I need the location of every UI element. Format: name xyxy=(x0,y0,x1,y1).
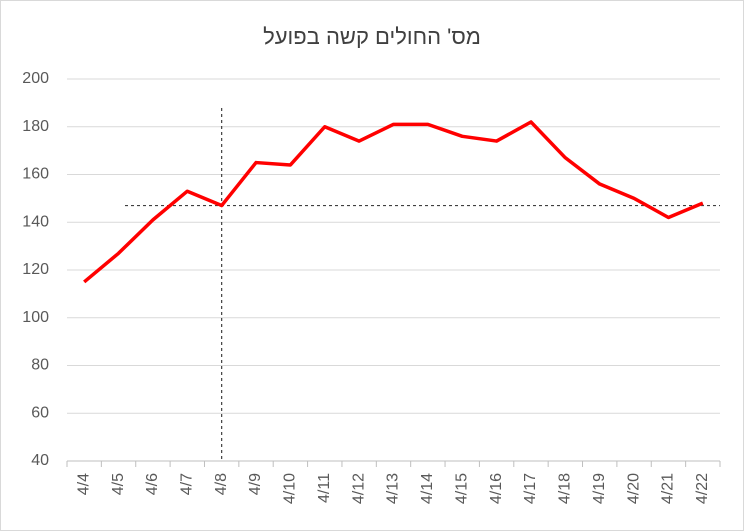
x-tick-label: 4/20 xyxy=(625,473,642,504)
y-tick-label: 40 xyxy=(31,452,49,469)
x-tick-label: 4/14 xyxy=(419,473,436,504)
x-tick-label: 4/11 xyxy=(316,473,333,503)
x-tick-label: 4/21 xyxy=(660,473,677,504)
x-tick-label: 4/6 xyxy=(144,473,161,495)
x-tick-label: 4/5 xyxy=(110,473,127,495)
x-tick-label: 4/9 xyxy=(247,473,264,495)
x-tick-label: 4/19 xyxy=(591,473,608,504)
x-tick-label: 4/17 xyxy=(522,473,539,504)
x-tick-label: 4/13 xyxy=(385,473,402,504)
y-tick-label: 80 xyxy=(31,357,49,374)
x-tick-label: 4/22 xyxy=(694,473,711,504)
x-tick-label: 4/12 xyxy=(350,473,367,504)
x-tick-label: 4/8 xyxy=(213,473,230,495)
chart-title: מס' החולים קשה בפועל xyxy=(263,24,481,49)
y-tick-label: 200 xyxy=(22,70,49,87)
y-tick-label: 60 xyxy=(31,404,49,421)
x-tick-label: 4/7 xyxy=(179,473,196,495)
x-tick-label: 4/16 xyxy=(488,473,505,504)
x-tick-label: 4/18 xyxy=(557,473,574,504)
y-tick-label: 160 xyxy=(22,166,49,183)
y-tick-label: 180 xyxy=(22,118,49,135)
y-tick-label: 120 xyxy=(22,261,49,278)
x-tick-label: 4/10 xyxy=(282,473,299,504)
x-tick-label: 4/4 xyxy=(75,473,92,495)
y-tick-label: 100 xyxy=(22,309,49,326)
y-tick-label: 140 xyxy=(22,213,49,230)
x-tick-label: 4/15 xyxy=(453,473,470,504)
data-line xyxy=(83,120,704,284)
